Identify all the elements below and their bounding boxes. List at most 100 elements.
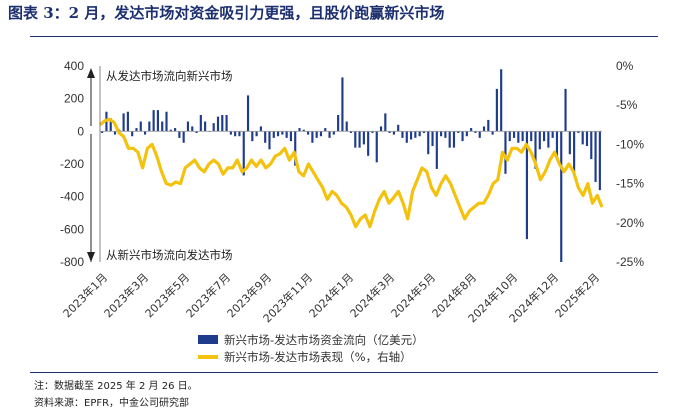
flow-bar: [148, 121, 151, 132]
flow-bar: [161, 121, 164, 132]
flow-bar: [478, 131, 481, 138]
flow-bar: [508, 131, 511, 142]
flow-bar: [182, 131, 185, 143]
flow-bar: [500, 69, 503, 132]
footnote: 注：数据截至 2025 年 2 月 26 日。: [34, 381, 198, 392]
flow-bar: [298, 128, 301, 132]
flow-bar: [221, 115, 224, 132]
flow-bar: [302, 129, 305, 132]
flow-bar: [375, 131, 378, 163]
legend-label-performance: 新兴市场-发达市场表现（%，右轴）: [224, 350, 412, 364]
flow-bar: [315, 131, 318, 138]
flow-bar: [212, 123, 215, 132]
flow-bar: [495, 88, 498, 132]
flow-bar: [388, 131, 391, 133]
flow-bar: [165, 111, 168, 132]
flow-bar: [354, 131, 357, 148]
flow-bar: [530, 131, 533, 142]
annotation-down: 从新兴市场流向发达市场: [106, 248, 233, 262]
flow-bar: [474, 131, 477, 133]
flow-bar: [564, 88, 567, 132]
flow-bar: [169, 129, 172, 132]
flow-bar: [491, 131, 494, 135]
bottom-rule: [30, 372, 658, 373]
flow-bar: [598, 131, 601, 191]
flow-bar: [345, 121, 348, 132]
left-tick-label: -600: [60, 222, 84, 236]
flow-bar: [560, 131, 563, 262]
flow-bar: [397, 124, 400, 132]
flow-bar: [276, 131, 280, 137]
flow-bar: [178, 131, 181, 138]
flow-bar: [543, 131, 546, 142]
flow-bar: [255, 131, 258, 137]
flow-bar: [234, 131, 237, 137]
left-tick-label: -200: [60, 157, 84, 171]
flow-bar: [547, 131, 550, 148]
flow-bar: [341, 77, 344, 132]
flow-bar: [585, 131, 589, 147]
flow-bar: [281, 131, 284, 135]
left-tick-label: 400: [64, 59, 84, 73]
flow-bar: [512, 131, 516, 138]
left-tick-label: -800: [60, 255, 84, 269]
flow-bar: [289, 131, 293, 142]
source-note: 资料来源：EPFR，中金公司研究部: [34, 398, 190, 409]
flow-bar: [431, 131, 434, 147]
flow-bar: [401, 131, 404, 138]
flow-bar: [457, 131, 460, 133]
arrow-down-icon: [87, 252, 95, 262]
flow-bar: [414, 131, 417, 138]
flow-bar: [504, 131, 507, 174]
flow-bar: [444, 131, 447, 138]
flow-bar: [534, 131, 537, 169]
flow-bar: [349, 131, 353, 133]
flow-bar: [358, 131, 361, 148]
flow-bar: [573, 131, 576, 174]
flow-bar: [568, 131, 571, 155]
flow-bar: [225, 115, 228, 132]
page-title: 图表 3：2 月，发达市场对资金吸引力更强，且股价跑赢新兴市场: [8, 4, 445, 22]
left-tick-label: 200: [64, 92, 84, 106]
flow-bar: [379, 126, 383, 132]
flow-bar: [594, 131, 597, 182]
flow-bar: [242, 131, 245, 176]
flow-bar: [337, 115, 340, 132]
flow-bar: [285, 131, 288, 138]
flow-bar: [195, 131, 198, 133]
flow-bar: [101, 131, 104, 133]
flow-bar: [199, 115, 202, 132]
flow-bar: [264, 131, 267, 143]
flow-bar: [538, 131, 541, 150]
arrow-up-icon: [87, 68, 95, 78]
flow-bar: [216, 116, 220, 132]
flow-bar: [272, 131, 275, 138]
flow-bar: [307, 131, 310, 135]
flow-bar: [465, 131, 468, 137]
flow-bar: [367, 131, 370, 156]
flow-bar: [135, 128, 138, 132]
flow-bar: [384, 113, 387, 132]
flow-bar: [131, 131, 134, 137]
flow-bar: [525, 131, 528, 240]
flow-bar: [311, 131, 314, 143]
annotation-up: 从发达市场流向新兴市场: [106, 69, 233, 83]
flow-bar: [448, 131, 451, 148]
flow-bar: [204, 121, 207, 132]
flow-bar: [487, 119, 490, 132]
flow-bar: [452, 131, 456, 148]
flow-bar: [126, 111, 129, 132]
flow-bar: [461, 131, 464, 142]
flow-bar: [422, 131, 426, 133]
flow-bar: [294, 131, 297, 166]
flow-bar: [392, 131, 395, 135]
flow-bar: [470, 128, 473, 132]
flow-bar: [555, 131, 559, 156]
flow-bar: [238, 131, 241, 137]
flow-bar: [143, 131, 147, 135]
right-tick-label: -25%: [616, 255, 644, 269]
right-tick-label: -15%: [616, 177, 644, 191]
flow-bar: [427, 131, 430, 155]
flow-bar: [259, 126, 262, 132]
flow-bar: [152, 110, 155, 132]
